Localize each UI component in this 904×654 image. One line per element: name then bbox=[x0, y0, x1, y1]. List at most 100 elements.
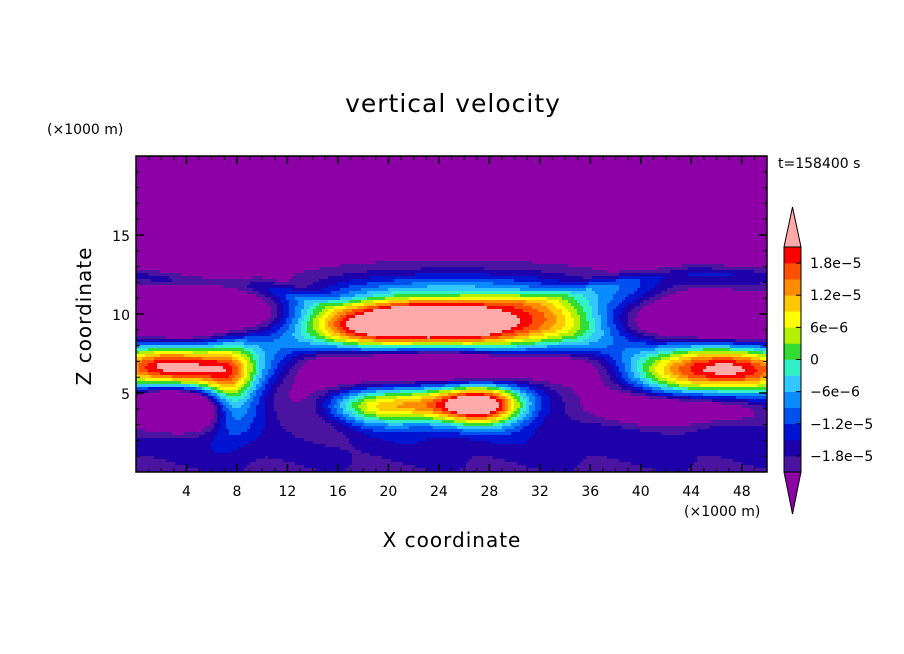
contour-cell bbox=[166, 204, 170, 208]
contour-cell bbox=[166, 231, 170, 235]
contour-cell bbox=[145, 198, 149, 202]
contour-cell bbox=[154, 420, 158, 424]
contour-cell bbox=[157, 444, 161, 448]
contour-cell bbox=[166, 183, 170, 187]
contour-cell bbox=[136, 324, 140, 328]
contour-cell bbox=[163, 354, 167, 358]
contour-cell bbox=[154, 417, 158, 421]
contour-cell bbox=[142, 402, 146, 406]
contour-cell bbox=[136, 333, 140, 337]
contour-cell bbox=[151, 297, 155, 301]
contour-cell bbox=[157, 417, 161, 421]
contour-cell bbox=[148, 291, 152, 295]
contour-cell bbox=[142, 423, 146, 427]
contour-cell bbox=[157, 429, 161, 433]
contour-cell bbox=[148, 336, 152, 340]
contour-cell bbox=[148, 156, 152, 160]
contour-cell bbox=[154, 276, 158, 280]
contour-cell bbox=[136, 291, 140, 295]
contour-cell bbox=[163, 447, 167, 451]
contour-cell bbox=[154, 252, 158, 256]
contour-cell bbox=[160, 171, 164, 175]
contour-cell bbox=[157, 291, 161, 295]
contour-cell bbox=[148, 342, 152, 346]
contour-cell bbox=[157, 369, 161, 373]
contour-cell bbox=[148, 165, 152, 169]
contour-cell bbox=[148, 363, 152, 367]
contour-cell bbox=[151, 273, 155, 277]
contour-cell bbox=[160, 195, 164, 199]
contour-cell bbox=[145, 270, 149, 274]
contour-cell bbox=[148, 378, 152, 382]
contour-cell bbox=[160, 453, 164, 457]
contour-cell bbox=[157, 270, 161, 274]
contour-cell bbox=[142, 462, 146, 466]
contour-cell bbox=[145, 378, 149, 382]
contour-cell bbox=[136, 354, 140, 358]
contour-cell bbox=[154, 369, 158, 373]
contour-cell bbox=[136, 210, 140, 214]
contour-cell bbox=[142, 414, 146, 418]
contour-cell bbox=[136, 444, 140, 448]
contour-field bbox=[136, 156, 767, 472]
contour-cell bbox=[136, 204, 140, 208]
contour-cell bbox=[136, 303, 140, 307]
contour-cell bbox=[163, 186, 167, 190]
contour-cell bbox=[148, 297, 152, 301]
contour-cell bbox=[157, 180, 161, 184]
contour-cell bbox=[160, 396, 164, 400]
contour-cell bbox=[139, 366, 143, 370]
contour-cell bbox=[160, 420, 164, 424]
contour-cell bbox=[151, 393, 155, 397]
contour-cell bbox=[139, 297, 143, 301]
contour-cell bbox=[142, 444, 146, 448]
contour-cell bbox=[142, 318, 146, 322]
contour-cell bbox=[160, 348, 164, 352]
contour-cell bbox=[163, 441, 167, 445]
contour-cell bbox=[145, 171, 149, 175]
contour-cell bbox=[148, 360, 152, 364]
contour-cell bbox=[136, 342, 140, 346]
contour-cell bbox=[151, 216, 155, 220]
contour-cell bbox=[154, 240, 158, 244]
contour-cell bbox=[145, 264, 149, 268]
contour-cell bbox=[145, 195, 149, 199]
contour-cell bbox=[136, 378, 140, 382]
contour-cell bbox=[136, 435, 140, 439]
contour-cell bbox=[145, 285, 149, 289]
contour-cell bbox=[157, 438, 161, 442]
contour-cell bbox=[160, 252, 164, 256]
contour-cell bbox=[151, 333, 155, 337]
contour-cell bbox=[139, 402, 143, 406]
contour-cell bbox=[142, 162, 146, 166]
contour-cell bbox=[145, 156, 149, 160]
contour-cell bbox=[148, 453, 152, 457]
contour-cell bbox=[151, 303, 155, 307]
contour-cell bbox=[154, 351, 158, 355]
contour-cell bbox=[154, 303, 158, 307]
contour-cell bbox=[151, 288, 155, 292]
contour-cell bbox=[148, 207, 152, 211]
contour-cell bbox=[166, 234, 170, 238]
contour-cell bbox=[148, 180, 152, 184]
contour-cell bbox=[145, 327, 149, 331]
contour-cell bbox=[157, 162, 161, 166]
contour-cell bbox=[151, 438, 155, 442]
contour-cell bbox=[136, 288, 140, 292]
contour-cell bbox=[157, 264, 161, 268]
contour-cell bbox=[157, 390, 161, 394]
chart-title: vertical velocity bbox=[345, 89, 561, 118]
contour-cell bbox=[154, 426, 158, 430]
contour-cell bbox=[166, 294, 170, 298]
contour-cell bbox=[145, 255, 149, 259]
contour-cell bbox=[166, 291, 170, 295]
contour-cell bbox=[163, 240, 167, 244]
contour-cell bbox=[157, 315, 161, 319]
contour-cell bbox=[151, 213, 155, 217]
contour-cell bbox=[136, 450, 140, 454]
contour-cell bbox=[160, 231, 164, 235]
contour-cell bbox=[163, 402, 167, 406]
contour-cell bbox=[154, 225, 158, 229]
contour-cell bbox=[136, 387, 140, 391]
contour-cell bbox=[142, 378, 146, 382]
